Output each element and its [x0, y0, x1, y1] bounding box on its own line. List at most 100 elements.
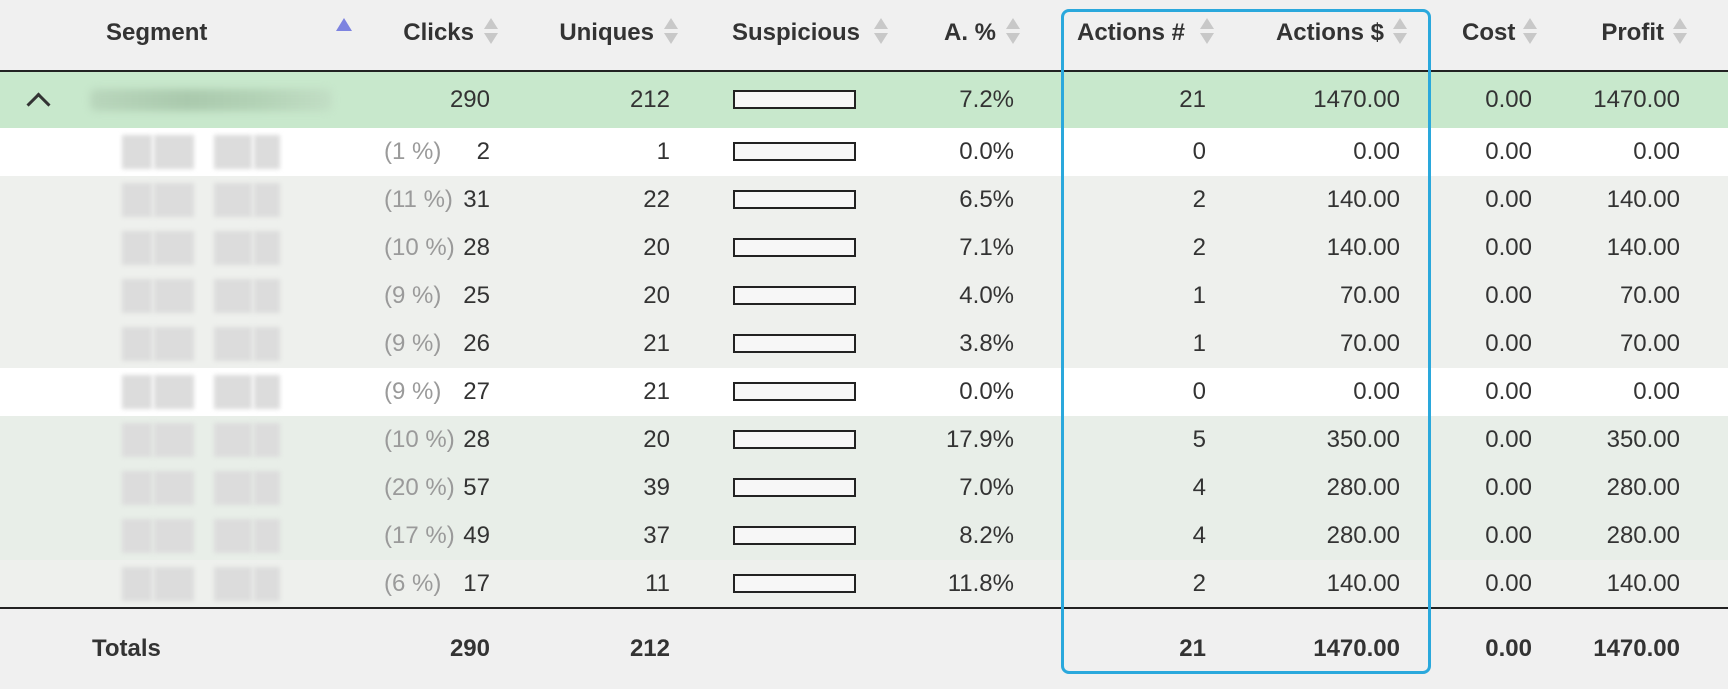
- clicks-share-cell: (9 %): [384, 330, 442, 357]
- a-pct-cell: 7.1%: [959, 234, 1014, 261]
- cost-cell: 0.00: [1485, 570, 1532, 597]
- clicks-share-cell: (9 %): [384, 282, 442, 309]
- table-row[interactable]: (11 %) 31 22 6.5% 2 140.00 0.00 140.00: [0, 176, 1728, 224]
- actions-count-cell: 1: [1192, 282, 1206, 309]
- sort-icon[interactable]: [1673, 18, 1687, 48]
- clicks-share-cell: (6 %): [384, 570, 442, 597]
- table-row[interactable]: (1 %) 2 1 0.0% 0 0.00 0.00 0.00: [0, 128, 1728, 176]
- uniques-cell: 21: [643, 330, 670, 357]
- column-header-suspicious[interactable]: Suspicious: [732, 19, 861, 46]
- table-row[interactable]: (6 %) 17 11 11.8% 2 140.00 0.00 140.00: [0, 560, 1728, 608]
- table-row[interactable]: (9 %) 27 21 0.0% 0 0.00 0.00 0.00: [0, 368, 1728, 416]
- suspicious-bar: [733, 142, 856, 161]
- uniques-cell: 20: [643, 234, 670, 261]
- suspicious-bar: [733, 430, 856, 449]
- table-row[interactable]: (10 %) 28 20 7.1% 2 140.00 0.00 140.00: [0, 224, 1728, 272]
- table-row[interactable]: (9 %) 26 21 3.8% 1 70.00 0.00 70.00: [0, 320, 1728, 368]
- sort-icon[interactable]: [1200, 18, 1214, 48]
- actions-amount-cell: 0.00: [1353, 378, 1400, 405]
- suspicious-bar: [733, 238, 856, 257]
- totals-actions-amount: 1470.00: [1313, 635, 1400, 662]
- profit-cell: 140.00: [1606, 186, 1680, 213]
- uniques-cell: 21: [643, 378, 670, 405]
- actions-count-cell: 0: [1192, 378, 1206, 405]
- actions-amount-cell: 0.00: [1353, 138, 1400, 165]
- table-row[interactable]: (17 %) 49 37 8.2% 4 280.00 0.00 280.00: [0, 512, 1728, 560]
- profit-cell: 140.00: [1606, 234, 1680, 261]
- actions-amount-cell: 280.00: [1326, 474, 1400, 501]
- sort-icon[interactable]: [1006, 18, 1020, 48]
- totals-cost: 0.00: [1485, 635, 1532, 662]
- column-header-a-pct[interactable]: A. %: [943, 19, 996, 46]
- sort-icon[interactable]: [664, 18, 678, 48]
- cost-cell: 0.00: [1485, 138, 1532, 165]
- table-row[interactable]: (10 %) 28 20 17.9% 5 350.00 0.00 350.00: [0, 416, 1728, 464]
- segment-name-redacted: [122, 135, 280, 169]
- cost-cell: 0.00: [1485, 234, 1532, 261]
- table-header: Segment Clicks Uniques Suspicious A. % A…: [0, 0, 1728, 72]
- column-header-segment[interactable]: Segment: [106, 19, 208, 46]
- clicks-cell: 25: [463, 282, 490, 309]
- clicks-cell: 49: [463, 522, 490, 549]
- suspicious-bar: [733, 90, 856, 109]
- cost-cell: 0.00: [1485, 86, 1532, 113]
- clicks-share-cell: (20 %): [384, 474, 455, 501]
- clicks-cell: 28: [463, 426, 490, 453]
- table-row[interactable]: (9 %) 25 20 4.0% 1 70.00 0.00 70.00: [0, 272, 1728, 320]
- totals-profit: 1470.00: [1593, 635, 1680, 662]
- uniques-cell: 11: [645, 570, 670, 597]
- uniques-cell: 212: [629, 86, 670, 113]
- profit-cell: 1470.00: [1593, 86, 1680, 113]
- segment-name-redacted: [90, 89, 332, 111]
- clicks-cell: 2: [476, 138, 490, 165]
- column-header-clicks[interactable]: Clicks: [403, 19, 474, 46]
- column-header-profit[interactable]: Profit: [1601, 19, 1664, 46]
- segment-name-redacted: [122, 327, 280, 361]
- uniques-cell: 20: [643, 426, 670, 453]
- sort-icon[interactable]: [484, 18, 498, 48]
- a-pct-cell: 17.9%: [945, 426, 1014, 453]
- column-header-uniques[interactable]: Uniques: [559, 19, 654, 46]
- sort-icon[interactable]: [1393, 18, 1407, 48]
- clicks-share-cell: (10 %): [384, 426, 455, 453]
- sort-icon[interactable]: [1523, 18, 1537, 48]
- segment-name-redacted: [122, 279, 280, 313]
- suspicious-bar: [733, 574, 856, 593]
- a-pct-cell: 3.8%: [959, 330, 1014, 357]
- actions-count-cell: 2: [1192, 186, 1206, 213]
- actions-count-cell: 0: [1192, 138, 1206, 165]
- a-pct-cell: 0.0%: [959, 378, 1014, 405]
- segment-name-redacted: [122, 567, 280, 601]
- actions-amount-cell: 1470.00: [1313, 86, 1400, 113]
- profit-cell: 70.00: [1619, 330, 1680, 357]
- column-header-actions-amount[interactable]: Actions $: [1275, 19, 1384, 46]
- actions-count-cell: 2: [1192, 570, 1206, 597]
- column-header-cost[interactable]: Cost: [1462, 19, 1516, 46]
- cost-cell: 0.00: [1485, 522, 1532, 549]
- profit-cell: 280.00: [1606, 522, 1680, 549]
- totals-actions-count: 21: [1179, 635, 1206, 662]
- uniques-cell: 22: [643, 186, 670, 213]
- cost-cell: 0.00: [1485, 426, 1532, 453]
- table-row[interactable]: (20 %) 57 39 7.0% 4 280.00 0.00 280.00: [0, 464, 1728, 512]
- column-header-actions-count[interactable]: Actions #: [1077, 19, 1186, 46]
- clicks-cell: 27: [463, 378, 490, 405]
- segment-name-redacted: [122, 471, 280, 505]
- a-pct-cell: 7.2%: [959, 86, 1014, 113]
- sort-ascending-icon[interactable]: [336, 18, 352, 31]
- chevron-up-icon[interactable]: [26, 92, 51, 117]
- group-row[interactable]: 290 212 7.2% 21 1470.00 0.00 1470.00: [0, 72, 1728, 128]
- segment-name-redacted: [122, 375, 280, 409]
- actions-amount-cell: 70.00: [1339, 330, 1400, 357]
- clicks-share-cell: (9 %): [384, 378, 442, 405]
- sort-icon[interactable]: [874, 18, 888, 48]
- profit-cell: 0.00: [1633, 138, 1680, 165]
- profit-cell: 0.00: [1633, 378, 1680, 405]
- segment-name-redacted: [122, 423, 280, 457]
- clicks-cell: 17: [463, 570, 490, 597]
- a-pct-cell: 11.8%: [947, 570, 1014, 597]
- clicks-share-cell: (10 %): [384, 234, 455, 261]
- clicks-cell: 28: [463, 234, 490, 261]
- cost-cell: 0.00: [1485, 474, 1532, 501]
- uniques-cell: 20: [643, 282, 670, 309]
